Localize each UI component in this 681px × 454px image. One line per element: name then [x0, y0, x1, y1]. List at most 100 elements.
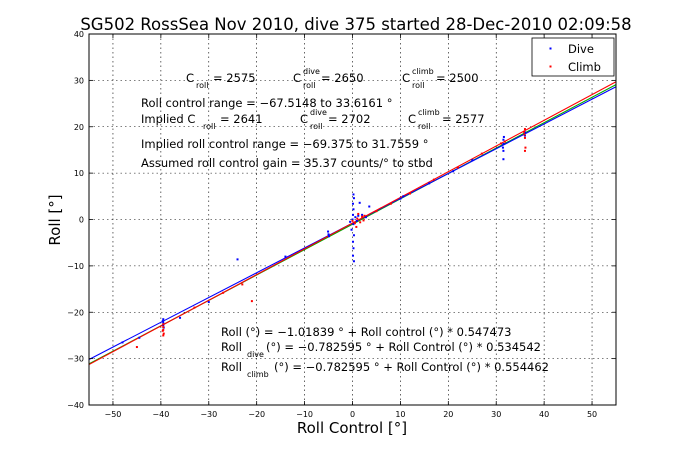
- annotation-fit-all: Roll (°) = −1.01839 ° + Roll control (°)…: [221, 325, 512, 339]
- y-tick-label: −40: [67, 401, 84, 410]
- dive-point: [161, 320, 164, 323]
- legend-box: [531, 37, 615, 77]
- dive-point: [428, 182, 431, 185]
- dive-point: [502, 142, 505, 145]
- dive-point: [327, 230, 330, 233]
- implied-climb-superscript: climb: [418, 108, 440, 117]
- y-axis-label: Roll [°]: [46, 194, 64, 245]
- c-climb-value: = 2500: [436, 71, 479, 85]
- implied-c-value: = 2641: [220, 112, 263, 126]
- dive-point: [501, 146, 504, 149]
- climb-point: [353, 222, 356, 225]
- c-dive-superscript: dive: [303, 67, 320, 76]
- c-climb-superscript: climb: [412, 67, 434, 76]
- dive-point: [399, 197, 402, 200]
- dive-point: [162, 321, 165, 324]
- implied-c-subscript: roll: [203, 122, 215, 131]
- legend-climb-marker: [549, 65, 552, 68]
- x-axis-label: Roll Control [°]: [297, 419, 407, 437]
- climb-point: [135, 346, 138, 349]
- dive-point: [121, 341, 124, 344]
- climb-point: [524, 146, 527, 149]
- climb-point: [222, 291, 225, 294]
- implied-dive-subscript: roll: [310, 122, 322, 131]
- dive-point: [502, 138, 505, 141]
- y-tick-label: −20: [67, 308, 84, 317]
- fit-climb-rest: (°) = −0.782595 ° + Roll Control (°) * 0…: [274, 360, 549, 374]
- x-tick-label: 40: [539, 410, 549, 419]
- c-roll-letter: C: [186, 71, 194, 85]
- y-tick-label: 0: [79, 216, 84, 225]
- fit-dive-rest: (°) = −0.782595 ° + Roll Control (°) * 0…: [266, 340, 541, 354]
- dive-point: [361, 213, 364, 216]
- dive-point: [162, 318, 165, 321]
- climb-point: [500, 142, 503, 145]
- dive-point: [349, 220, 352, 223]
- dive-point: [351, 240, 354, 243]
- y-tick-label: −30: [67, 355, 84, 364]
- climb-point: [162, 332, 165, 335]
- climb-point: [162, 323, 165, 326]
- implied-climb-value: = 2577: [442, 112, 485, 126]
- climb-point: [523, 130, 526, 133]
- dive-point: [357, 214, 360, 217]
- climb-point: [356, 217, 359, 220]
- climb-point: [250, 300, 253, 303]
- annotation-implied-range: Implied roll control range = −69.375 to …: [141, 137, 428, 151]
- fit-dive-prefix: Roll: [221, 340, 242, 354]
- climb-point: [359, 221, 362, 224]
- climb-point: [389, 202, 392, 205]
- dive-point: [207, 301, 210, 304]
- x-tick-label: 0: [350, 410, 355, 419]
- climb-point: [355, 225, 358, 228]
- dive-point: [352, 193, 355, 196]
- dive-point: [236, 258, 239, 261]
- dive-point: [352, 208, 355, 211]
- climb-point: [193, 306, 196, 309]
- fit-line: [88, 81, 617, 366]
- dive-point: [328, 235, 331, 238]
- dive-point: [355, 219, 358, 222]
- climb-point: [375, 210, 378, 213]
- dive-point: [502, 158, 505, 161]
- dive-point: [179, 316, 182, 319]
- legend-dive-marker: [549, 47, 552, 50]
- climb-point: [162, 334, 165, 337]
- y-tick-label: 40: [74, 30, 84, 39]
- implied-dive-value: = 2702: [328, 112, 371, 126]
- climb-point: [408, 192, 411, 195]
- dive-point: [471, 159, 474, 162]
- x-tick-label: −40: [152, 410, 169, 419]
- dive-point: [352, 234, 355, 237]
- climb-point: [503, 140, 506, 143]
- dive-point: [351, 254, 354, 257]
- fit-climb-prefix: Roll: [221, 360, 242, 374]
- climb-point: [162, 326, 165, 329]
- x-tick-label: −30: [200, 410, 217, 419]
- climb-point: [432, 178, 435, 181]
- y-tick-label: 10: [74, 169, 84, 178]
- c-dive-value: = 2650: [321, 71, 364, 85]
- implied-c-prefix: Implied C: [141, 112, 195, 126]
- x-tick-label: −50: [105, 410, 122, 419]
- axis-ticks: −50 −40 −30 −20 −10 0 10 20 30 40 50 −40 −30 −20 −10 0 1…: [67, 30, 616, 419]
- fit-climb-subscript: climb: [247, 370, 269, 379]
- dive-point: [502, 149, 505, 152]
- annotation-range: Roll control range = −67.5148 to 33.6161…: [141, 96, 392, 110]
- dive-point: [352, 247, 355, 250]
- climb-point: [357, 212, 360, 215]
- annotation-gain: Assumed roll control gain = 35.37 counts…: [141, 156, 433, 170]
- y-tick-label: 20: [74, 123, 84, 132]
- climb-point: [523, 133, 526, 136]
- dive-point: [351, 213, 354, 216]
- c-roll-value: = 2575: [213, 71, 256, 85]
- x-tick-label: 10: [395, 410, 405, 419]
- climb-point: [241, 283, 244, 286]
- c-dive-letter: C: [293, 71, 301, 85]
- dive-point: [364, 216, 367, 219]
- c-climb-subscript: roll: [412, 81, 424, 90]
- dive-point: [402, 195, 405, 198]
- climb-point: [523, 149, 526, 152]
- climb-point: [456, 166, 459, 169]
